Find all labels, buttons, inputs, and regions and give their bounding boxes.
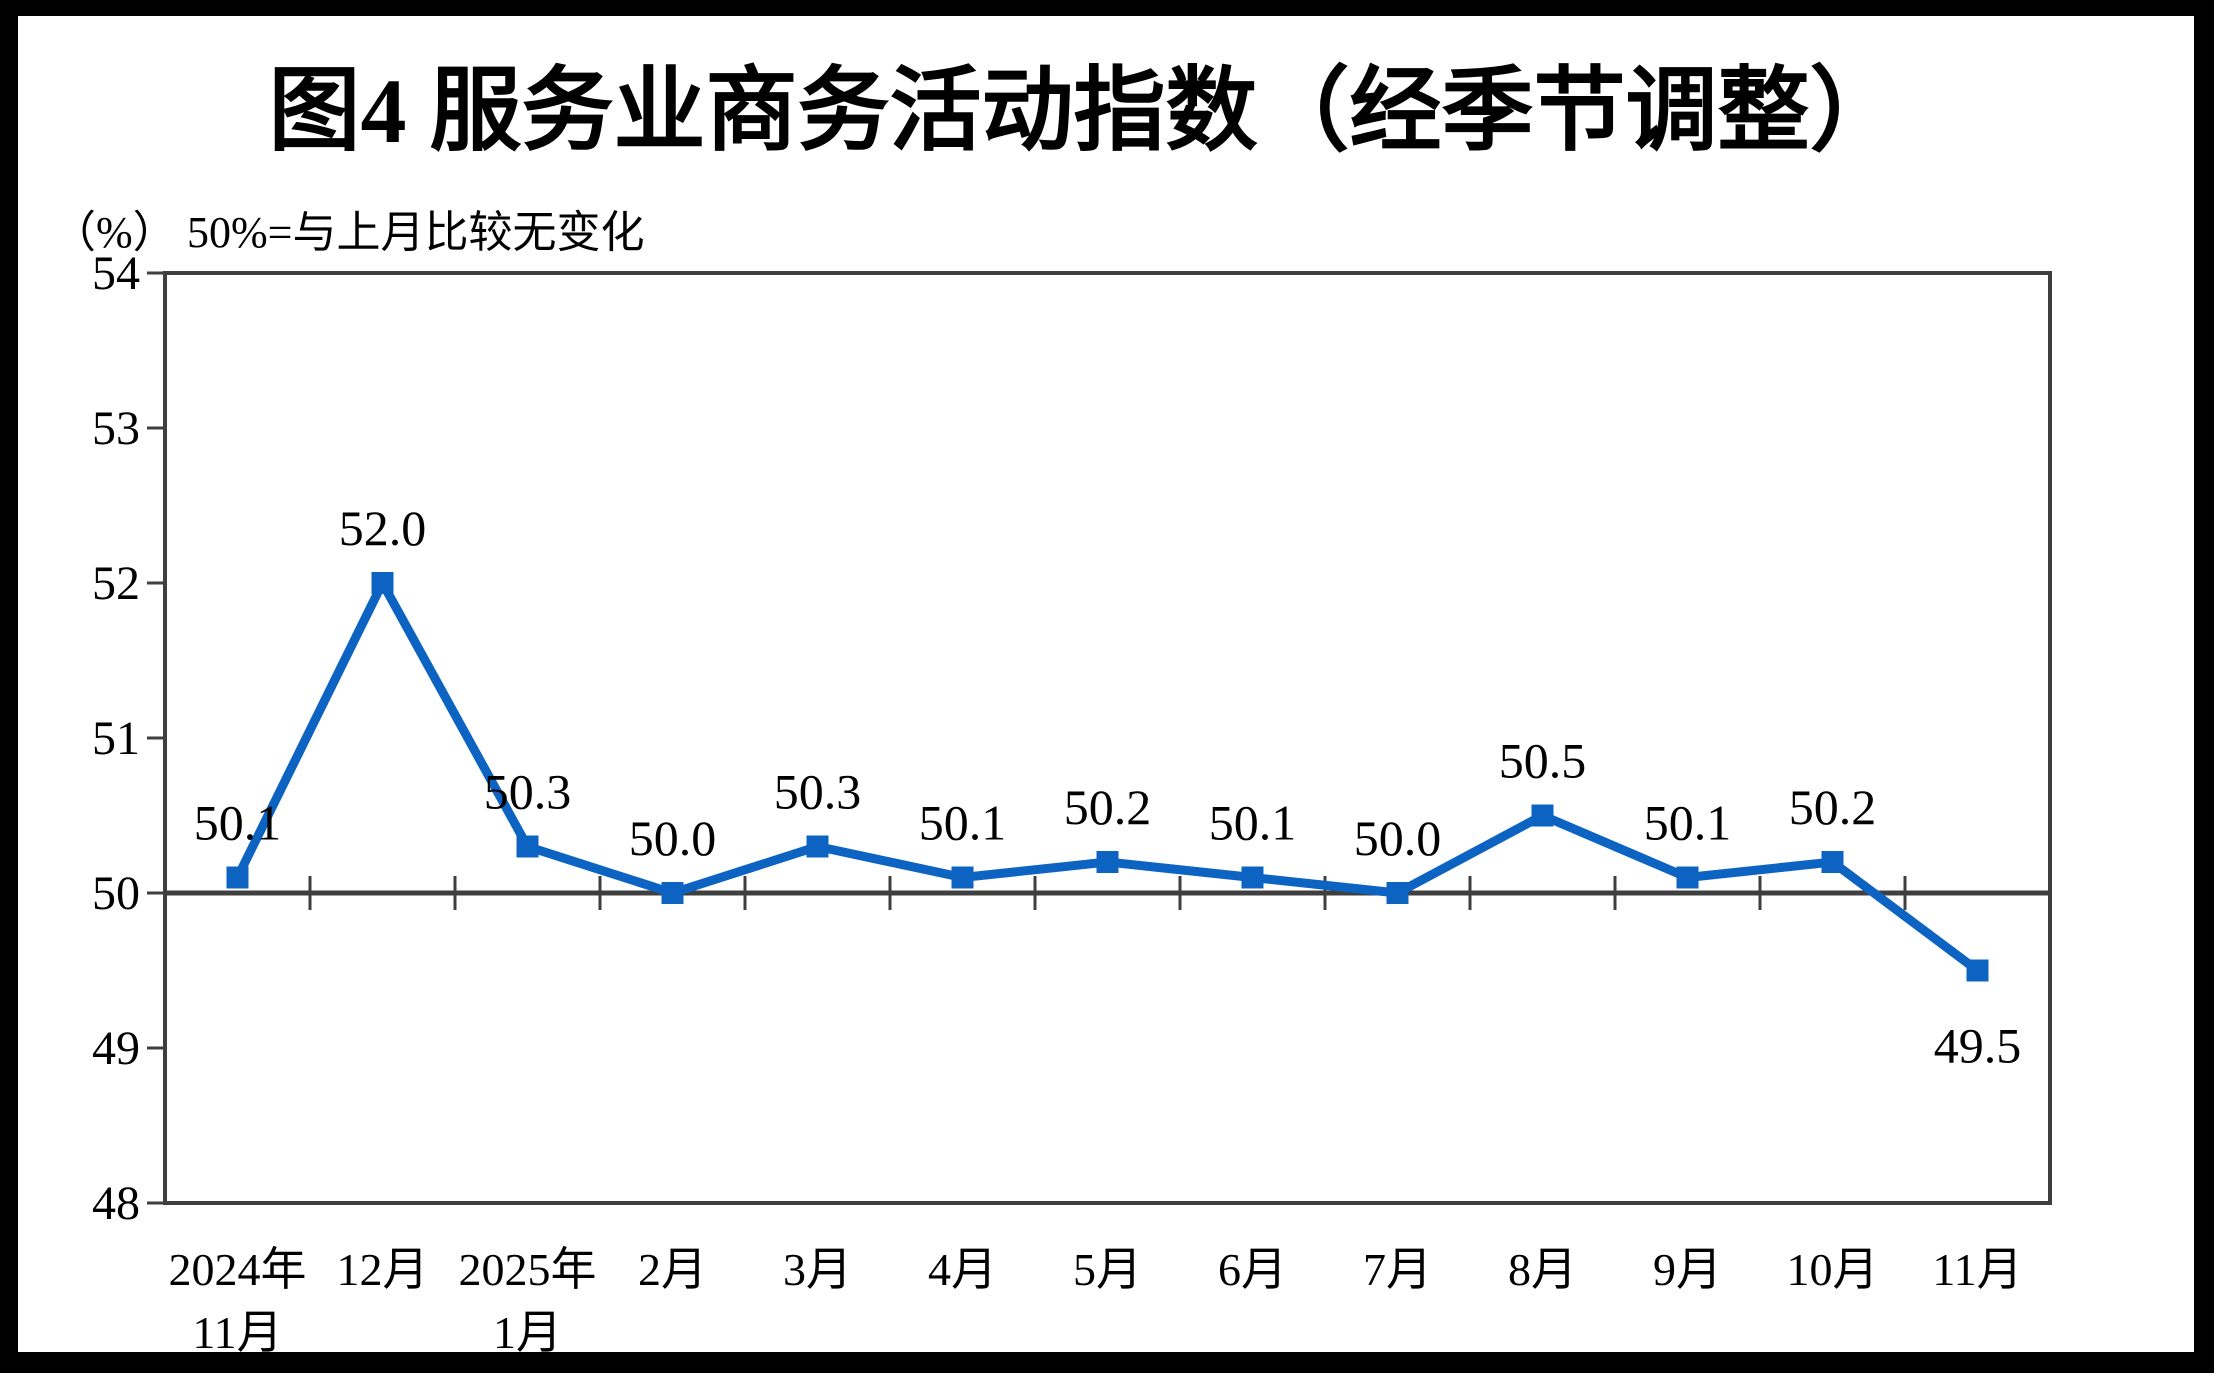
x-axis-label: 2024年 11月	[169, 1244, 307, 1358]
data-point-label: 50.1	[194, 795, 282, 851]
x-axis-label: 11月	[1932, 1244, 2022, 1295]
y-axis-label: 52	[92, 557, 140, 610]
x-axis-label: 5月	[1073, 1244, 1142, 1295]
data-point-marker	[1821, 851, 1844, 873]
x-axis-label: 6月	[1218, 1244, 1287, 1295]
figure-background	[18, 16, 2194, 1352]
data-point-marker	[516, 835, 539, 858]
data-point-label: 50.2	[1064, 779, 1152, 835]
data-point-label: 50.0	[629, 810, 717, 866]
data-point-label: 50.1	[919, 795, 1007, 851]
x-axis-label: 2月	[638, 1244, 707, 1295]
data-point-marker	[226, 866, 249, 889]
x-axis-label: 3月	[783, 1244, 852, 1295]
y-axis-label: 48	[92, 1177, 140, 1230]
data-point-label: 49.5	[1934, 1018, 2022, 1074]
data-point-label: 50.3	[774, 764, 862, 820]
data-point-marker	[1241, 866, 1264, 889]
x-axis-label: 8月	[1508, 1244, 1577, 1295]
data-point-label: 50.3	[484, 764, 572, 820]
data-point-marker	[1386, 882, 1409, 904]
data-point-marker	[806, 835, 829, 858]
plot-area: 54 53 52 51 50 49 48 2024年 11月 12月 2025年 1月 2月 3月 4月 5月…	[92, 247, 2052, 1358]
data-point-marker	[661, 882, 684, 904]
y-axis-label: 51	[92, 712, 140, 765]
x-axis-label: 7月	[1363, 1244, 1432, 1295]
data-point-label: 50.5	[1499, 733, 1587, 789]
chart-title: 图4 服务业商务活动指数（经季节调整）	[268, 60, 1901, 162]
data-point-label: 50.0	[1354, 810, 1442, 866]
x-axis-label: 9月	[1653, 1244, 1722, 1295]
x-axis-label: 4月	[928, 1244, 997, 1295]
data-point-marker	[951, 866, 974, 889]
data-point-marker	[1096, 851, 1119, 873]
data-point-marker	[371, 572, 394, 594]
data-point-marker	[1966, 959, 1989, 982]
data-point-label: 50.2	[1789, 779, 1877, 835]
y-axis-label: 49	[92, 1022, 140, 1075]
data-point-label: 50.1	[1209, 795, 1297, 851]
x-axis-label: 2025年 1月	[459, 1244, 597, 1358]
y-axis-unit-label: （%）	[52, 208, 177, 257]
y-axis-label: 50	[92, 867, 140, 920]
y-axis-label: 54	[92, 247, 140, 300]
reference-note: 50%=与上月比较无变化	[187, 208, 644, 257]
data-point-marker	[1676, 866, 1699, 889]
data-point-label: 50.1	[1644, 795, 1732, 851]
data-point-label: 52.0	[339, 500, 427, 556]
x-axis-label: 12月	[337, 1244, 429, 1295]
y-axis-label: 53	[92, 402, 140, 455]
x-axis-label: 10月	[1787, 1244, 1879, 1295]
data-point-marker	[1531, 804, 1554, 827]
